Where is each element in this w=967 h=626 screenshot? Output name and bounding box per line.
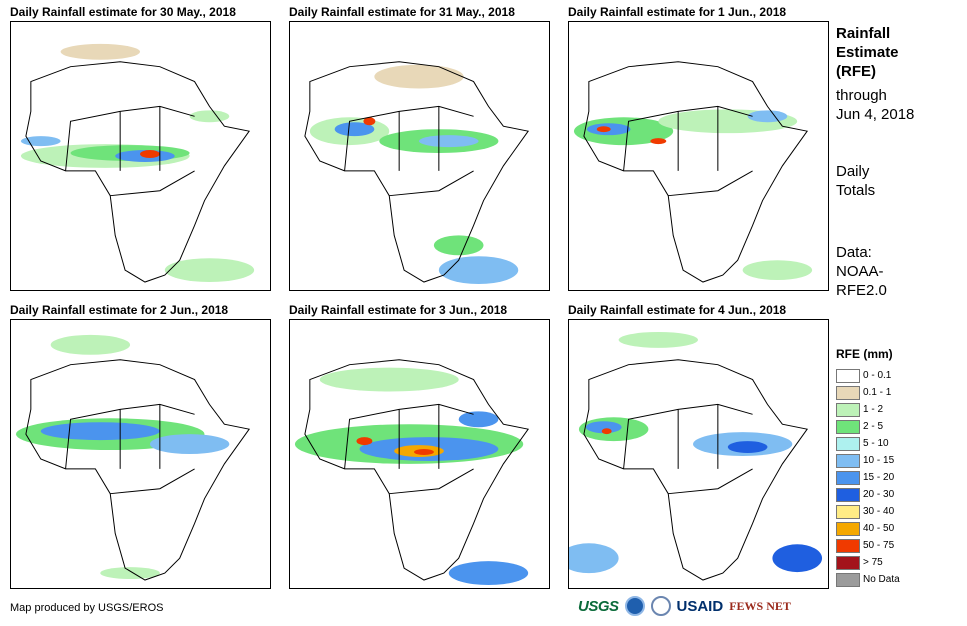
panel-title-1: Daily Rainfall estimate for 30 May., 201…: [10, 5, 236, 19]
legend-item: > 75: [836, 554, 900, 571]
legend-item: 50 - 75: [836, 537, 900, 554]
legend-swatch: [836, 453, 860, 468]
legend-label: No Data: [863, 574, 900, 585]
legend-label: 0 - 0.1: [863, 370, 892, 381]
side-title-line-2: Estimate: [836, 44, 899, 61]
logo-bar: USGS USAID FEWS NET: [578, 596, 791, 616]
legend-item: 1 - 2: [836, 401, 900, 418]
side-data-line-1: Data:: [836, 244, 872, 261]
rain-layer-2: [309, 64, 519, 285]
map-svg-5: [294, 359, 530, 585]
legend-swatch: [836, 487, 860, 502]
rain-layer-3: [573, 109, 813, 281]
legend-label: 30 - 40: [863, 506, 895, 517]
noaa-logo-icon: [624, 596, 645, 616]
legend-swatch: [836, 555, 860, 570]
rain-layer-1: [20, 43, 255, 283]
side-title-line-3: (RFE): [836, 63, 876, 80]
legend-label: 0.1 - 1: [863, 387, 892, 398]
legend-swatch: [836, 470, 860, 485]
map-svg-1: [20, 43, 255, 283]
legend-swatch: [836, 419, 860, 434]
legend-swatch: [836, 572, 860, 587]
legend-label: 10 - 15: [863, 455, 895, 466]
map-svg-4: [15, 334, 251, 581]
legend-swatch: [836, 538, 860, 553]
africa-outline-4: [25, 359, 251, 581]
map-svg-6: [569, 331, 823, 581]
africa-outline-6: [583, 359, 809, 581]
rain-layer-4: [15, 334, 230, 580]
africa-outline-1: [25, 61, 251, 283]
legend-swatch: [836, 402, 860, 417]
legend-label: 50 - 75: [863, 540, 895, 551]
legend-item: 5 - 10: [836, 435, 900, 452]
legend-item: 2 - 5: [836, 418, 900, 435]
panel-title-3: Daily Rainfall estimate for 1 Jun., 2018: [568, 5, 787, 19]
africa-outline-3: [583, 61, 809, 283]
legend-label: 40 - 50: [863, 523, 895, 534]
rainfall-map-4: [10, 319, 271, 589]
rainfall-map-2: [289, 21, 550, 291]
legend-swatch: [836, 368, 860, 383]
rainfall-map-3: [568, 21, 829, 291]
legend-item: 20 - 30: [836, 486, 900, 503]
legend-label: 2 - 5: [863, 421, 884, 432]
legend-label: > 75: [863, 557, 883, 568]
side-through: through Jun 4, 2018: [836, 86, 914, 124]
legend-item: 0.1 - 1: [836, 384, 900, 401]
legend-swatch: [836, 385, 860, 400]
usgs-logo: USGS: [578, 597, 619, 615]
map-svg-3: [573, 61, 813, 283]
side-data-source: Data: NOAA- RFE2.0: [836, 243, 887, 300]
usaid-seal-icon: [650, 596, 671, 616]
legend-label: 20 - 30: [863, 489, 895, 500]
legend-item: 0 - 0.1: [836, 367, 900, 384]
rainfall-map-6: [568, 319, 829, 589]
map-svg-2: [304, 61, 530, 285]
legend: 0 - 0.1 0.1 - 1 1 - 2 2 - 5 5 - 10 10 - 15 15 …: [836, 367, 900, 588]
side-title: Rainfall Estimate (RFE): [836, 24, 899, 81]
side-totals-line-1: Daily: [836, 163, 870, 180]
legend-label: 1 - 2: [863, 404, 884, 415]
legend-swatch: [836, 504, 860, 519]
fewsnet-logo: FEWS NET: [729, 598, 791, 613]
legend-label: 5 - 10: [863, 438, 889, 449]
usaid-logo: USAID: [676, 597, 724, 615]
legend-swatch: [836, 436, 860, 451]
legend-item: 10 - 15: [836, 452, 900, 469]
panel-title-5: Daily Rainfall estimate for 3 Jun., 2018: [289, 303, 508, 317]
side-through-line-1: through: [836, 87, 887, 104]
side-through-line-2: Jun 4, 2018: [836, 106, 915, 123]
legend-label: 15 - 20: [863, 472, 895, 483]
rainfall-map-5: [289, 319, 550, 589]
credit-text: Map produced by USGS/EROS: [10, 602, 164, 614]
rain-layer-5: [294, 367, 529, 585]
legend-swatch: [836, 521, 860, 536]
legend-item: 30 - 40: [836, 503, 900, 520]
side-totals-line-2: Totals: [836, 182, 876, 199]
legend-item: 15 - 20: [836, 469, 900, 486]
panel-title-2: Daily Rainfall estimate for 31 May., 201…: [289, 5, 515, 19]
panel-title-6: Daily Rainfall estimate for 4 Jun., 2018: [568, 303, 787, 317]
rain-layer-6: [569, 331, 823, 574]
rainfall-map-1: [10, 21, 271, 291]
side-totals: Daily Totals: [836, 162, 875, 200]
side-data-line-3: RFE2.0: [836, 282, 887, 299]
side-data-line-2: NOAA-: [836, 263, 884, 280]
legend-item: 40 - 50: [836, 520, 900, 537]
legend-title: RFE (mm): [836, 347, 893, 361]
africa-outline-5: [304, 359, 530, 581]
side-title-line-1: Rainfall: [836, 25, 891, 42]
africa-outline-2: [304, 61, 530, 283]
legend-item: No Data: [836, 571, 900, 588]
panel-title-4: Daily Rainfall estimate for 2 Jun., 2018: [10, 303, 229, 317]
